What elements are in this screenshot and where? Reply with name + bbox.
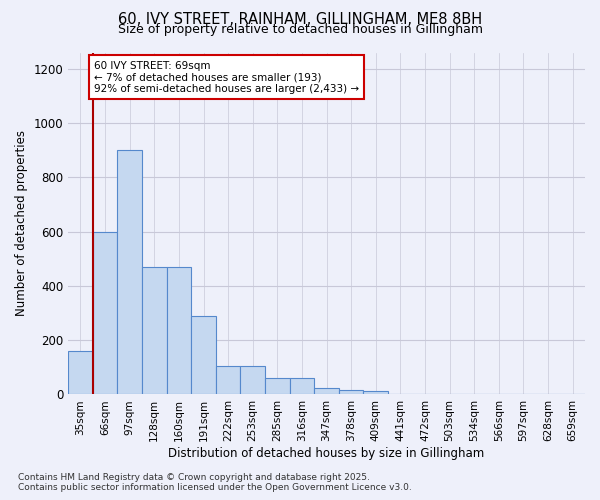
Bar <box>339 390 364 394</box>
Bar <box>364 391 388 394</box>
Bar <box>93 232 118 394</box>
Bar <box>142 267 167 394</box>
X-axis label: Distribution of detached houses by size in Gillingham: Distribution of detached houses by size … <box>169 447 485 460</box>
Text: 60, IVY STREET, RAINHAM, GILLINGHAM, ME8 8BH: 60, IVY STREET, RAINHAM, GILLINGHAM, ME8… <box>118 12 482 28</box>
Bar <box>191 316 216 394</box>
Bar <box>118 150 142 394</box>
Text: 60 IVY STREET: 69sqm
← 7% of detached houses are smaller (193)
92% of semi-detac: 60 IVY STREET: 69sqm ← 7% of detached ho… <box>94 60 359 94</box>
Text: Contains HM Land Registry data © Crown copyright and database right 2025.
Contai: Contains HM Land Registry data © Crown c… <box>18 473 412 492</box>
Bar <box>68 351 93 395</box>
Bar <box>167 267 191 394</box>
Bar <box>290 378 314 394</box>
Text: Size of property relative to detached houses in Gillingham: Size of property relative to detached ho… <box>118 22 482 36</box>
Bar <box>216 366 241 394</box>
Bar <box>265 378 290 394</box>
Y-axis label: Number of detached properties: Number of detached properties <box>15 130 28 316</box>
Bar <box>241 366 265 394</box>
Bar <box>314 388 339 394</box>
